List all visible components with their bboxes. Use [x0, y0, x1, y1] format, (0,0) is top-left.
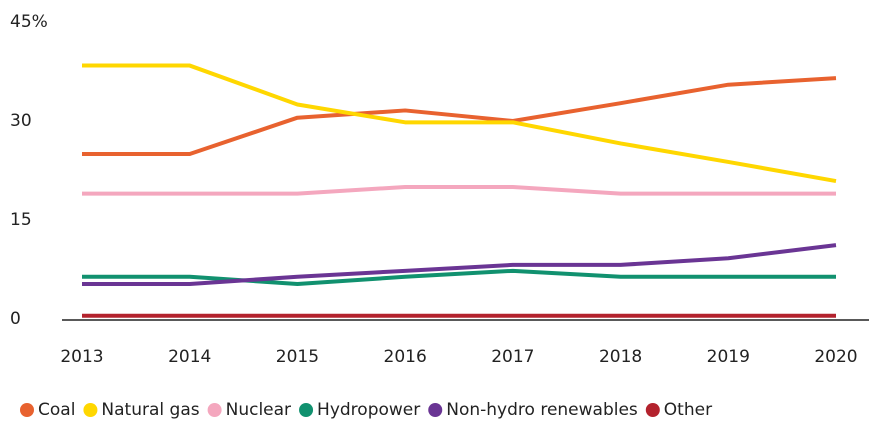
legend-label: Coal — [38, 400, 75, 420]
y-tick-label: 30 — [10, 111, 32, 131]
legend-marker — [20, 403, 34, 417]
series-line — [82, 63, 837, 184]
series-line — [82, 185, 836, 196]
series-line — [82, 243, 837, 287]
legend-marker — [83, 403, 98, 417]
series-line — [82, 268, 836, 287]
legend-marker — [645, 403, 660, 417]
legend-label: Natural gas — [101, 400, 199, 420]
x-tick-label: 2020 — [814, 347, 857, 367]
y-tick-label: 45% — [10, 12, 48, 32]
x-tick-label: 2013 — [60, 347, 103, 367]
x-tick-label: 2016 — [384, 347, 427, 367]
legend-marker — [299, 403, 314, 417]
legend-label: Non-hydro renewables — [446, 400, 638, 420]
x-tick-label: 2014 — [168, 347, 211, 367]
x-tick-label: 2018 — [599, 347, 642, 367]
x-tick-label: 2019 — [707, 347, 750, 367]
legend-label: Other — [664, 400, 712, 420]
legend-label: Nuclear — [226, 400, 291, 420]
legend-marker — [207, 403, 222, 417]
legend-label: Hydropower — [317, 400, 420, 420]
x-tick-label: 2015 — [276, 347, 319, 367]
x-tick-label: 2017 — [491, 347, 534, 367]
legend-marker — [428, 403, 443, 417]
y-tick-label: 0 — [10, 309, 21, 329]
series-line — [82, 76, 837, 156]
y-tick-label: 15 — [10, 210, 32, 230]
